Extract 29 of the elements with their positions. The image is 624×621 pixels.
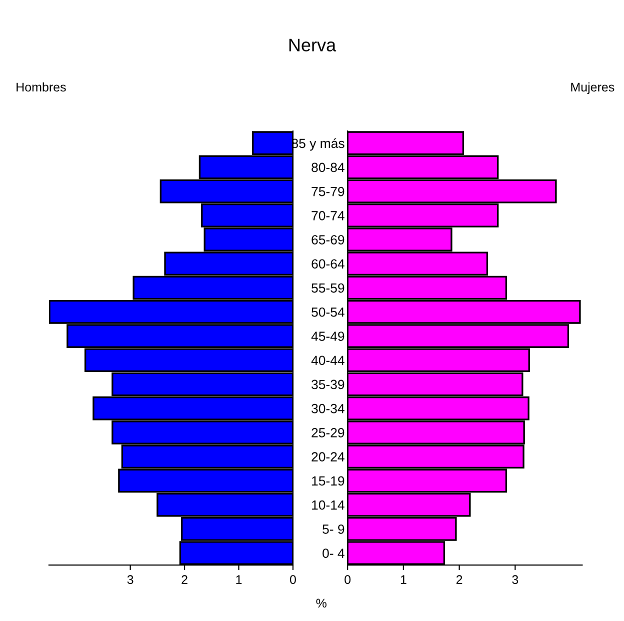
y-tick-label: 50-54 bbox=[312, 307, 344, 317]
y-tick-label: 20-24 bbox=[312, 452, 344, 462]
x-tick-label: 1 bbox=[236, 575, 242, 584]
y-tick-label: 45-49 bbox=[311, 332, 344, 341]
y-tick-label: 10-14 bbox=[312, 500, 344, 510]
y-tick-label: 75-79 bbox=[312, 186, 344, 196]
x-tick-label: 0 bbox=[290, 575, 296, 584]
y-tick-label: 65-69 bbox=[312, 235, 344, 244]
chart-subtitle: Hombres bbox=[16, 82, 66, 92]
y-tick-label: 25-29 bbox=[312, 428, 344, 438]
y-tick-label: 35-39 bbox=[312, 380, 344, 390]
x-tick-label: 0 bbox=[344, 575, 351, 584]
y-tick-label: 5- 9 bbox=[322, 524, 344, 534]
y-tick-label: 15-19 bbox=[312, 476, 344, 486]
y-tick-label: 0- 4 bbox=[322, 548, 344, 558]
y-tick-label: 80-84 bbox=[312, 162, 344, 172]
chart-title: Nerva bbox=[289, 38, 336, 52]
x-tick-label: 2 bbox=[182, 575, 188, 584]
y-tick-label: 40-44 bbox=[311, 356, 344, 366]
chart-subtitle: Mujeres bbox=[571, 82, 614, 94]
y-tick-label: 30-34 bbox=[312, 404, 344, 414]
x-tick-label: 1 bbox=[400, 575, 406, 584]
y-tick-label: 60-64 bbox=[312, 259, 344, 269]
x-tick-label: 3 bbox=[127, 575, 134, 584]
y-tick-label: 70-74 bbox=[312, 211, 344, 220]
y-tick-label: 55-59 bbox=[312, 283, 344, 293]
x-tick-label: 2 bbox=[456, 575, 462, 584]
x-axis-title: % bbox=[316, 598, 326, 608]
x-tick-label: 3 bbox=[512, 575, 518, 584]
